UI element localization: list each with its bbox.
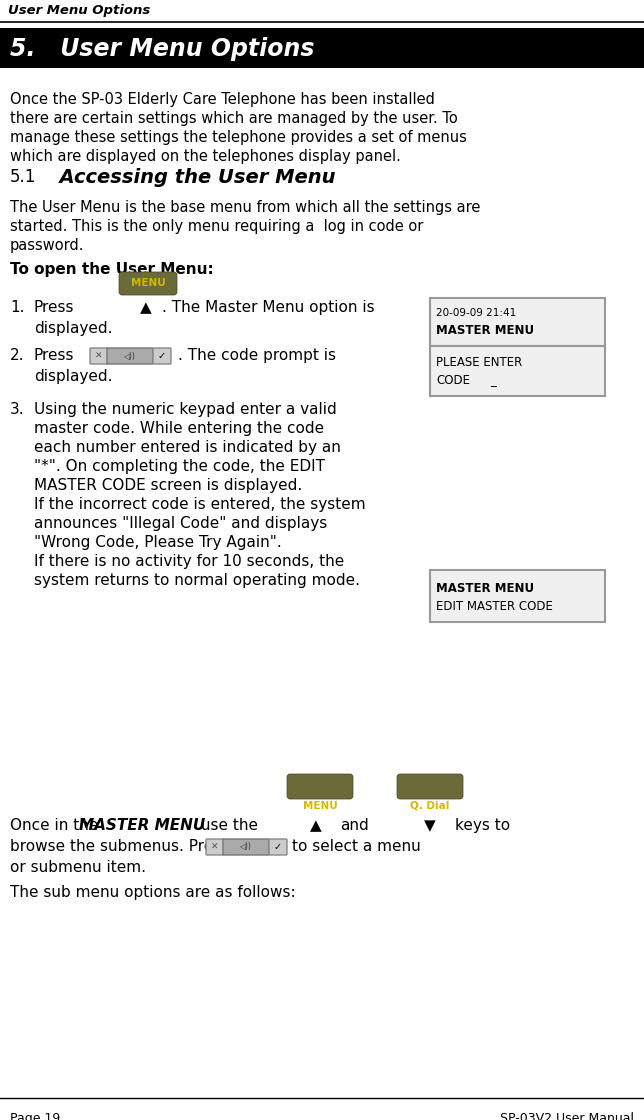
Text: Once the SP-03 Elderly Care Telephone has been installed: Once the SP-03 Elderly Care Telephone ha… (10, 92, 435, 108)
Text: The sub menu options are as follows:: The sub menu options are as follows: (10, 885, 296, 900)
Text: to select a menu: to select a menu (292, 839, 421, 853)
Text: "Wrong Code, Please Try Again".: "Wrong Code, Please Try Again". (34, 535, 281, 550)
Text: ✓: ✓ (274, 842, 282, 852)
Text: ◁)): ◁)) (240, 842, 252, 851)
Bar (430, 298, 605, 346)
Text: MASTER MENU: MASTER MENU (436, 582, 534, 595)
Text: EDIT MASTER CODE: EDIT MASTER CODE (436, 600, 553, 613)
Text: . The code prompt is: . The code prompt is (178, 348, 336, 363)
Text: displayed.: displayed. (34, 368, 113, 384)
Text: master code. While entering the code: master code. While entering the code (34, 421, 324, 436)
Text: 5.   User Menu Options: 5. User Menu Options (10, 37, 314, 60)
Text: Using the numeric keypad enter a valid: Using the numeric keypad enter a valid (34, 402, 337, 417)
Text: started. This is the only menu requiring a  log in code or: started. This is the only menu requiring… (10, 220, 423, 234)
Text: PLEASE ENTER: PLEASE ENTER (436, 356, 522, 368)
Text: Once in the: Once in the (10, 818, 103, 833)
Text: ◁)): ◁)) (124, 352, 136, 361)
Text: _: _ (490, 374, 496, 388)
Text: MASTER MENU: MASTER MENU (79, 818, 205, 833)
Text: announces "Illegal Code" and displays: announces "Illegal Code" and displays (34, 516, 327, 531)
Text: ▲: ▲ (310, 818, 322, 833)
Text: MASTER CODE screen is displayed.: MASTER CODE screen is displayed. (34, 478, 302, 493)
Text: which are displayed on the telephones display panel.: which are displayed on the telephones di… (10, 149, 401, 164)
Text: 2.: 2. (10, 348, 24, 363)
Text: MENU: MENU (131, 278, 166, 288)
FancyBboxPatch shape (153, 348, 171, 364)
Text: User Menu Options: User Menu Options (8, 4, 150, 17)
FancyBboxPatch shape (119, 272, 177, 295)
Text: . The Master Menu option is: . The Master Menu option is (162, 300, 375, 315)
Text: SP-03V2 User Manual: SP-03V2 User Manual (500, 1112, 634, 1120)
FancyBboxPatch shape (269, 839, 287, 855)
Text: ✕: ✕ (95, 352, 103, 361)
Text: If the incorrect code is entered, the system: If the incorrect code is entered, the sy… (34, 497, 366, 512)
Text: displayed.: displayed. (34, 321, 113, 336)
Text: there are certain settings which are managed by the user. To: there are certain settings which are man… (10, 111, 458, 127)
Text: 20-09-09 21:41: 20-09-09 21:41 (436, 308, 516, 318)
FancyBboxPatch shape (397, 774, 463, 799)
Text: ▲: ▲ (140, 300, 152, 315)
Text: each number entered is indicated by an: each number entered is indicated by an (34, 440, 341, 455)
Text: system returns to normal operating mode.: system returns to normal operating mode. (34, 573, 360, 588)
Text: or submenu item.: or submenu item. (10, 860, 146, 875)
Text: password.: password. (10, 239, 84, 253)
FancyBboxPatch shape (107, 348, 153, 364)
Text: 5.1: 5.1 (10, 168, 36, 186)
Text: Accessing the User Menu: Accessing the User Menu (46, 168, 336, 187)
Text: MASTER MENU: MASTER MENU (436, 324, 534, 337)
FancyBboxPatch shape (206, 839, 224, 855)
Bar (0, 28, 644, 68)
Text: ✕: ✕ (211, 842, 219, 851)
Text: Press: Press (34, 348, 75, 363)
Text: CODE: CODE (436, 374, 470, 388)
Text: keys to: keys to (455, 818, 510, 833)
Text: ▼: ▼ (424, 818, 436, 833)
Text: use the: use the (196, 818, 258, 833)
Text: If there is no activity for 10 seconds, the: If there is no activity for 10 seconds, … (34, 554, 345, 569)
Text: 3.: 3. (10, 402, 24, 417)
Text: "*". On completing the code, the EDIT: "*". On completing the code, the EDIT (34, 459, 325, 474)
FancyBboxPatch shape (223, 839, 269, 855)
FancyBboxPatch shape (287, 774, 353, 799)
Bar (430, 346, 605, 396)
Text: 1.: 1. (10, 300, 24, 315)
Text: Page 19: Page 19 (10, 1112, 61, 1120)
Text: and: and (340, 818, 369, 833)
FancyBboxPatch shape (90, 348, 108, 364)
Text: Q. Dial: Q. Dial (410, 801, 450, 811)
Text: To open the User Menu:: To open the User Menu: (10, 262, 214, 277)
Text: manage these settings the telephone provides a set of menus: manage these settings the telephone prov… (10, 130, 467, 144)
Text: ✓: ✓ (158, 351, 166, 361)
Text: Press: Press (34, 300, 75, 315)
Bar (430, 570, 605, 622)
Text: The User Menu is the base menu from which all the settings are: The User Menu is the base menu from whic… (10, 200, 480, 215)
Text: MENU: MENU (303, 801, 337, 811)
Text: browse the submenus. Press: browse the submenus. Press (10, 839, 229, 853)
